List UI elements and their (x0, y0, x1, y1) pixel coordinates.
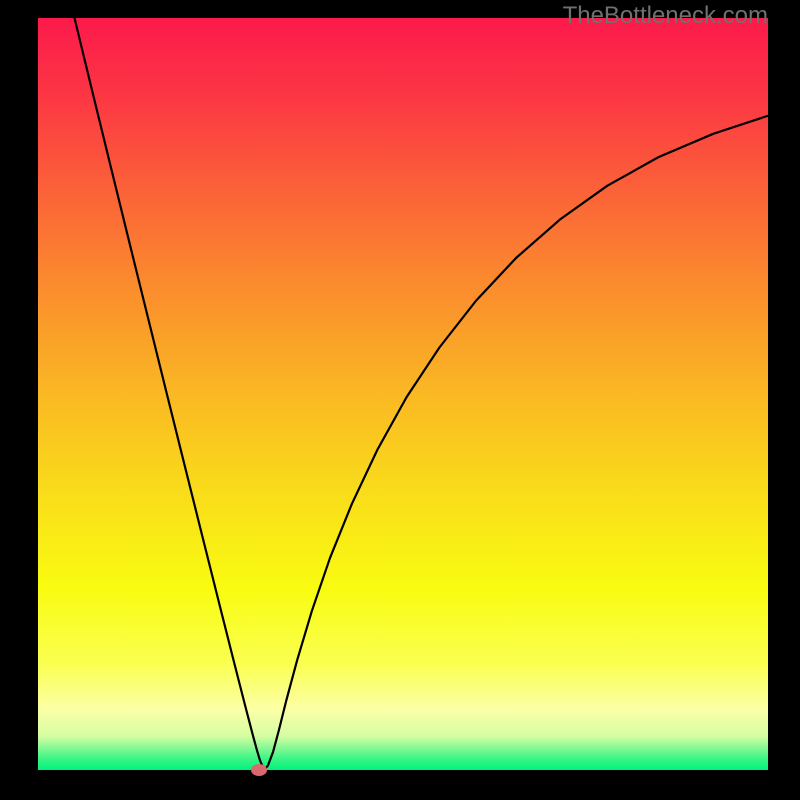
bottleneck-curve (0, 0, 800, 800)
watermark-text: TheBottleneck.com (563, 2, 768, 30)
